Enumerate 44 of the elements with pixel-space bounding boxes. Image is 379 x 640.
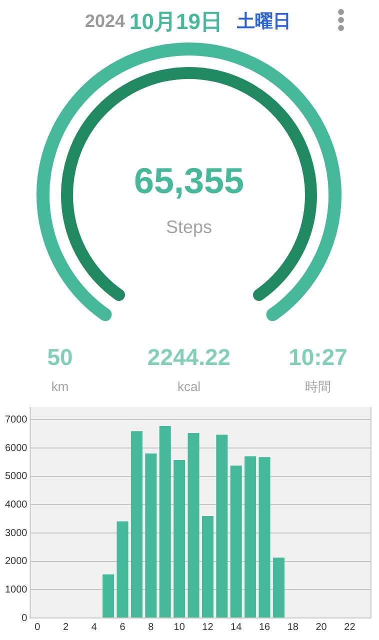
x-tick-label: 10: [174, 622, 186, 633]
x-tick-label: 2: [62, 622, 69, 633]
bar: [230, 466, 242, 618]
bar: [145, 453, 157, 618]
text: 2024: [84, 11, 126, 32]
bar: [102, 574, 114, 618]
x-tick-label: 18: [287, 622, 299, 633]
text: km: [50, 379, 70, 395]
bar: [174, 460, 186, 618]
x-tick-label: 8: [148, 622, 154, 633]
text: 2244.22: [146, 344, 232, 372]
bar: [216, 434, 228, 618]
y-tick-label: 0: [22, 612, 28, 624]
y-tick-label: 1000: [4, 584, 28, 596]
x-tick-label: 6: [120, 622, 126, 633]
bar: [272, 558, 284, 618]
text: 時間: [304, 379, 332, 395]
y-tick-label: 2000: [4, 556, 28, 568]
bar: [130, 431, 142, 618]
x-tick-label: 0: [34, 622, 41, 633]
y-tick-label: 3000: [4, 528, 28, 539]
y-tick-label: 6000: [4, 442, 28, 454]
x-tick-label: 14: [230, 622, 242, 633]
y-tick-label: 7000: [4, 414, 28, 426]
y-tick-label: 4000: [4, 499, 28, 510]
x-tick-label: 4: [91, 622, 98, 633]
bar: [159, 426, 171, 618]
bar: [258, 457, 270, 618]
x-tick-label: 16: [258, 622, 271, 633]
text: kcal: [176, 379, 202, 395]
text: 土曜日: [237, 11, 291, 32]
y-tick-label: 5000: [4, 471, 28, 482]
bar: [244, 456, 256, 618]
bar: [202, 516, 214, 618]
x-tick-label: 20: [316, 622, 328, 633]
text: 10月19日: [130, 8, 222, 34]
text: 50: [46, 344, 74, 372]
text: 10:27: [288, 344, 348, 372]
x-tick-label: 22: [344, 622, 356, 633]
x-tick-label: 12: [202, 622, 214, 633]
bar: [116, 521, 128, 618]
text: Steps: [164, 217, 214, 239]
text: 65,355: [132, 159, 246, 203]
bar: [188, 433, 200, 618]
